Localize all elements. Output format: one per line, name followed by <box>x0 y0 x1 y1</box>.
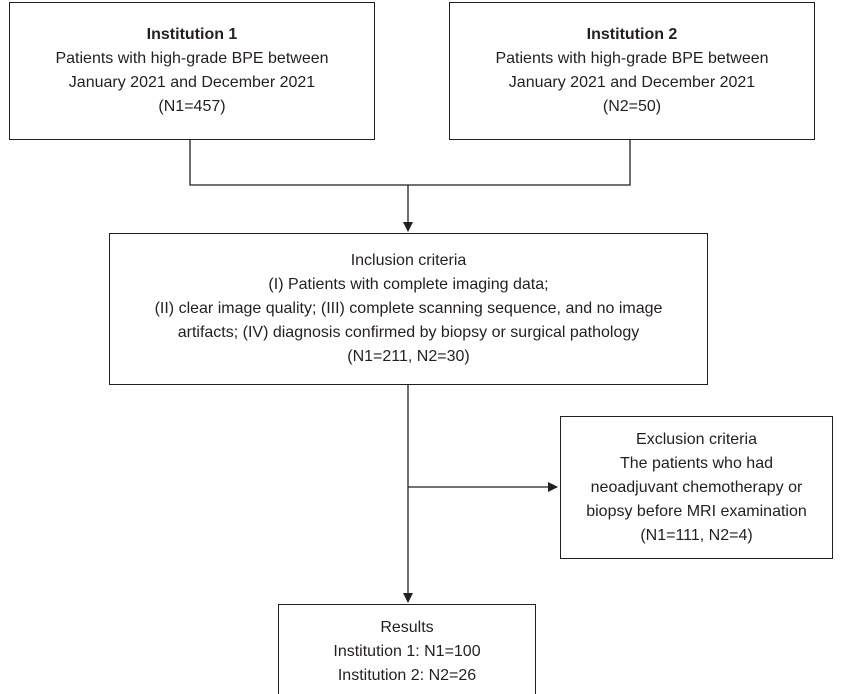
results-title: Results <box>380 619 434 636</box>
exclusion-line1: The patients who had <box>620 454 773 472</box>
merge-connector <box>189 140 631 186</box>
institution-1-line1: Patients with high-grade BPE between <box>55 50 329 67</box>
inclusion-line3: artifacts; (IV) diagnosis confirmed by b… <box>177 324 640 341</box>
exclusion-title: Exclusion criteria <box>636 430 757 448</box>
institution-2-title: Institution 2 <box>586 26 678 43</box>
inclusion-line2: (II) clear image quality; (III) complete… <box>154 300 663 317</box>
results-line2: Institution 2: N2=26 <box>337 667 477 684</box>
institution-1-box: Institution 1 Patients with high-grade B… <box>9 2 375 140</box>
inclusion-title: Inclusion criteria <box>350 252 467 269</box>
exclusion-line2: neoadjuvant chemotherapy or <box>590 478 803 496</box>
institution-2-box: Institution 2 Patients with high-grade B… <box>449 2 815 140</box>
institution-1-title: Institution 1 <box>146 26 238 43</box>
exclusion-criteria-box: Exclusion criteria The patients who had … <box>560 416 833 559</box>
results-box: Results Institution 1: N1=100 Institutio… <box>278 604 536 694</box>
inclusion-count: (N1=211, N2=30) <box>347 348 470 365</box>
institution-2-count: (N2=50) <box>602 98 662 115</box>
institution-1-count: (N1=457) <box>158 98 226 115</box>
results-line1: Institution 1: N1=100 <box>333 643 481 660</box>
institution-2-line2: January 2021 and December 2021 <box>508 74 756 91</box>
institution-2-line1: Patients with high-grade BPE between <box>495 50 769 67</box>
inclusion-line1: (I) Patients with complete imaging data; <box>268 276 549 293</box>
institution-1-line2: January 2021 and December 2021 <box>68 74 316 91</box>
inclusion-criteria-box: Inclusion criteria (I) Patients with com… <box>109 233 708 385</box>
exclusion-count: (N1=111, N2=4) <box>640 526 753 544</box>
exclusion-line3: biopsy before MRI examination <box>586 502 807 520</box>
